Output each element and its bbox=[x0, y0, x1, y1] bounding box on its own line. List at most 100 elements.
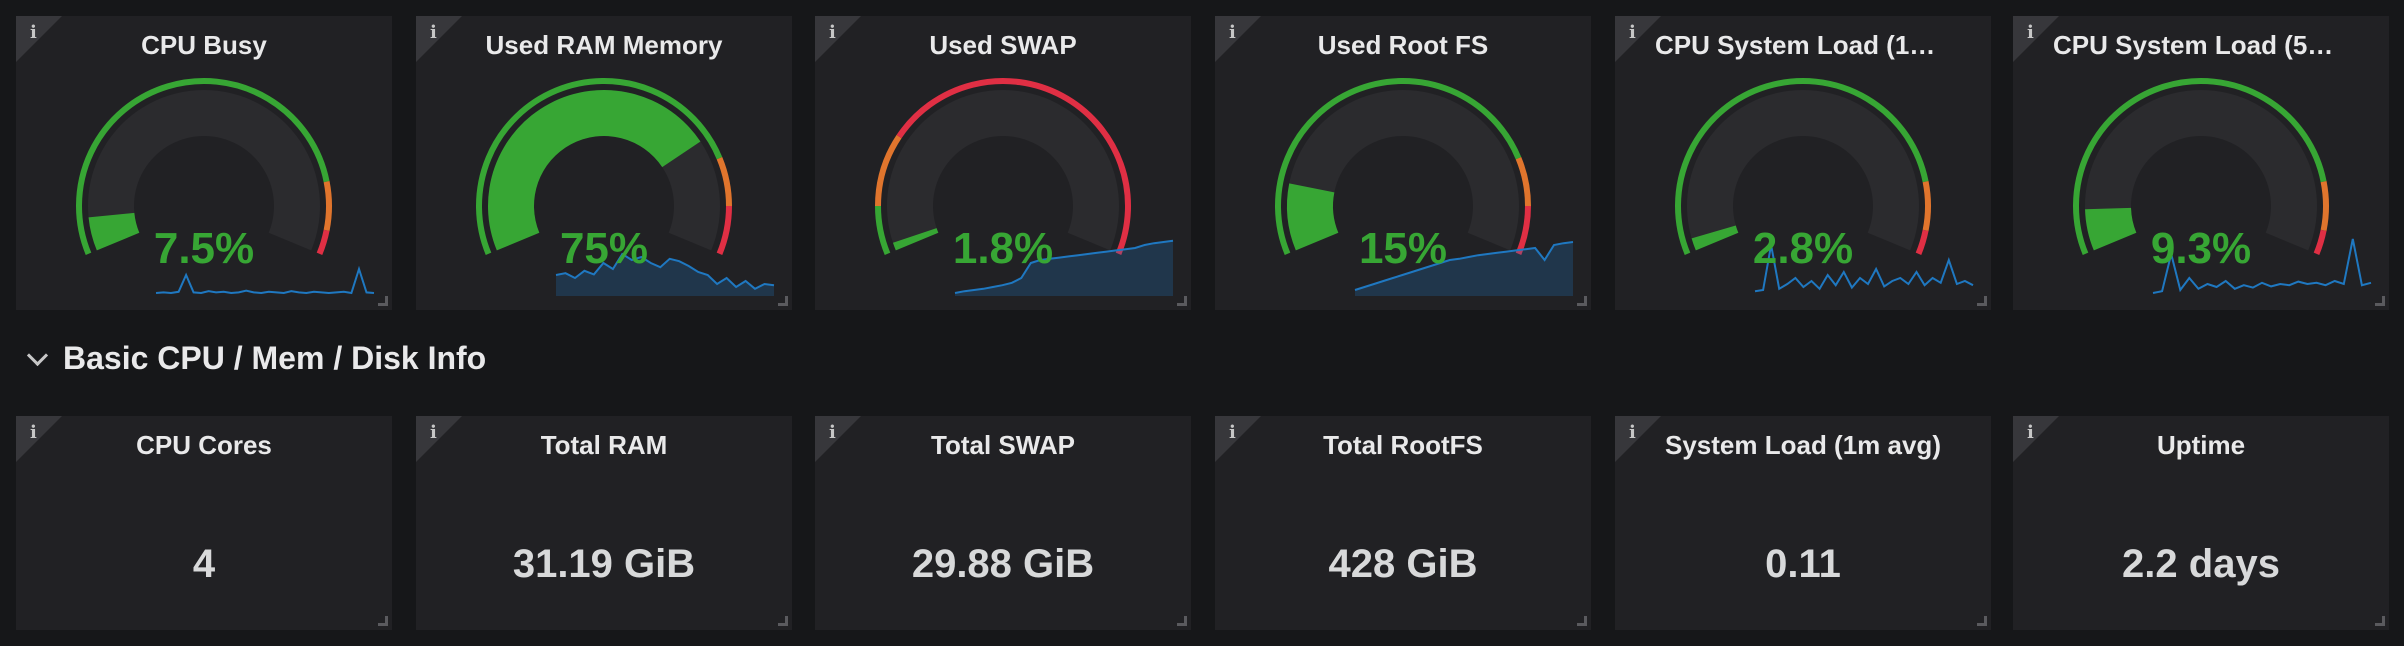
gauge-panel-used-swap[interactable]: i Used SWAP 1.8% bbox=[815, 16, 1191, 310]
gauge-value: 75% bbox=[559, 224, 649, 273]
gauge-value-arc bbox=[1691, 225, 1739, 251]
info-corner[interactable] bbox=[1615, 416, 1661, 462]
info-icon[interactable]: i bbox=[430, 422, 437, 443]
stat-panel-system-load[interactable]: i System Load (1m avg) 0.11 bbox=[1615, 416, 1991, 630]
stat-value: 29.88 GiB bbox=[911, 542, 1095, 586]
info-corner[interactable] bbox=[1215, 16, 1261, 62]
row-header[interactable]: Basic CPU / Mem / Disk Info bbox=[26, 340, 487, 377]
sparkline bbox=[954, 239, 1174, 294]
stat-panel-total-rootfs[interactable]: i Total RootFS 428 GiB bbox=[1215, 416, 1591, 630]
stat-panel-total-swap[interactable]: i Total SWAP 29.88 GiB bbox=[815, 416, 1191, 630]
gauge-panel-cpu-busy[interactable]: i CPU Busy 7.5% bbox=[16, 16, 392, 310]
info-icon[interactable]: i bbox=[1629, 422, 1636, 443]
threshold-arc-green bbox=[476, 78, 723, 255]
info-corner[interactable] bbox=[16, 416, 62, 462]
info-corner[interactable] bbox=[1615, 16, 1661, 62]
stat-panel-total-ram[interactable]: i Total RAM 31.19 GiB bbox=[416, 416, 792, 630]
gauge-value: 15% bbox=[1358, 224, 1448, 273]
resize-handle-icon[interactable] bbox=[378, 296, 388, 306]
info-icon[interactable]: i bbox=[2027, 422, 2034, 443]
threshold-arc-green bbox=[1275, 78, 1522, 255]
gauge-value-arc bbox=[892, 228, 939, 251]
info-corner[interactable] bbox=[16, 16, 62, 62]
gauge-value-arc bbox=[488, 90, 701, 251]
resize-handle-icon[interactable] bbox=[778, 616, 788, 626]
chevron-down-icon[interactable] bbox=[26, 344, 49, 367]
info-corner[interactable] bbox=[416, 416, 462, 462]
stat-value: 4 bbox=[192, 542, 216, 586]
gauge-panel-used-ram[interactable]: i Used RAM Memory 75% bbox=[416, 16, 792, 310]
threshold-arc-red bbox=[1515, 205, 1531, 255]
resize-handle-icon[interactable] bbox=[1177, 296, 1187, 306]
gauge-chart bbox=[875, 78, 1174, 296]
threshold-arc-red bbox=[896, 78, 1131, 255]
threshold-arc-orange bbox=[716, 157, 732, 207]
gauge-chart bbox=[476, 78, 775, 296]
sparkline bbox=[2152, 238, 2372, 294]
info-icon[interactable]: i bbox=[30, 22, 37, 43]
stat-value: 428 GiB bbox=[1328, 542, 1478, 586]
resize-handle-icon[interactable] bbox=[778, 296, 788, 306]
info-icon[interactable]: i bbox=[2027, 22, 2034, 43]
sparkline bbox=[555, 252, 775, 290]
info-corner[interactable] bbox=[2013, 16, 2059, 62]
row-title[interactable]: Basic CPU / Mem / Disk Info bbox=[63, 340, 487, 376]
info-icon[interactable]: i bbox=[1229, 22, 1236, 43]
panel-title[interactable]: System Load (1m avg) bbox=[1665, 430, 1941, 460]
sparkline-area bbox=[955, 240, 1173, 296]
gauge-chart bbox=[1675, 78, 1974, 293]
resize-handle-icon[interactable] bbox=[1577, 296, 1587, 306]
gauge-chart bbox=[2073, 78, 2372, 294]
resize-handle-icon[interactable] bbox=[378, 616, 388, 626]
resize-handle-icon[interactable] bbox=[1577, 616, 1587, 626]
info-icon[interactable]: i bbox=[430, 22, 437, 43]
stat-value: 31.19 GiB bbox=[512, 542, 696, 586]
info-icon[interactable]: i bbox=[829, 422, 836, 443]
gauge-value: 1.8% bbox=[952, 224, 1054, 273]
threshold-arc-green bbox=[76, 78, 330, 255]
threshold-arc-green bbox=[2073, 78, 2327, 255]
gauge-panel-cpu-load-5m[interactable]: i CPU System Load (5m a… 9.3% bbox=[2013, 16, 2389, 310]
gauge-panel-cpu-load-1m[interactable]: i CPU System Load (1m a… 2.8% bbox=[1615, 16, 1991, 310]
gauge-value: 9.3% bbox=[2150, 224, 2252, 273]
info-icon[interactable]: i bbox=[1229, 422, 1236, 443]
info-icon[interactable]: i bbox=[30, 422, 37, 443]
threshold-arc-orange bbox=[2320, 181, 2329, 231]
sparkline-area bbox=[1355, 242, 1573, 296]
info-icon[interactable]: i bbox=[829, 22, 836, 43]
threshold-arc-red bbox=[316, 229, 330, 255]
panel-title[interactable]: Total RAM bbox=[540, 430, 668, 460]
info-corner[interactable] bbox=[2013, 416, 2059, 462]
resize-handle-icon[interactable] bbox=[1977, 296, 1987, 306]
gauge-chart bbox=[76, 78, 375, 295]
gauge-track bbox=[887, 89, 1119, 251]
gauge-value: 7.5% bbox=[153, 224, 255, 273]
stat-panel-cpu-cores[interactable]: i CPU Cores 4 bbox=[16, 416, 392, 630]
stat-value: 0.11 bbox=[1765, 542, 1841, 586]
panel-title[interactable]: Total RootFS bbox=[1323, 430, 1483, 460]
gauge-track bbox=[87, 89, 320, 251]
sparkline-area bbox=[556, 254, 774, 296]
info-corner[interactable] bbox=[416, 16, 462, 62]
info-corner[interactable] bbox=[815, 16, 861, 62]
threshold-arc-orange bbox=[323, 181, 332, 231]
resize-handle-icon[interactable] bbox=[1977, 616, 1987, 626]
info-icon[interactable]: i bbox=[1629, 22, 1636, 43]
resize-handle-icon[interactable] bbox=[2375, 616, 2385, 626]
resize-handle-icon[interactable] bbox=[2375, 296, 2385, 306]
resize-handle-icon[interactable] bbox=[1177, 616, 1187, 626]
panel-title[interactable]: CPU Cores bbox=[136, 430, 272, 460]
gauge-value: 2.8% bbox=[1752, 224, 1854, 273]
info-corner[interactable] bbox=[1215, 416, 1261, 462]
gauge-value-arc bbox=[1287, 183, 1339, 251]
threshold-arc-green bbox=[1675, 78, 1929, 255]
gauge-value-arc bbox=[88, 212, 140, 251]
sparkline bbox=[155, 265, 375, 295]
info-corner[interactable] bbox=[815, 416, 861, 462]
stat-panel-uptime[interactable]: i Uptime 2.2 days bbox=[2013, 416, 2389, 630]
gauge-panel-used-root-fs[interactable]: i Used Root FS 15% bbox=[1215, 16, 1591, 310]
panel-title[interactable]: Uptime bbox=[2156, 430, 2246, 460]
panel-title[interactable]: Total SWAP bbox=[931, 430, 1075, 460]
threshold-arc-green bbox=[875, 205, 891, 255]
gauge-track bbox=[2085, 89, 2317, 251]
